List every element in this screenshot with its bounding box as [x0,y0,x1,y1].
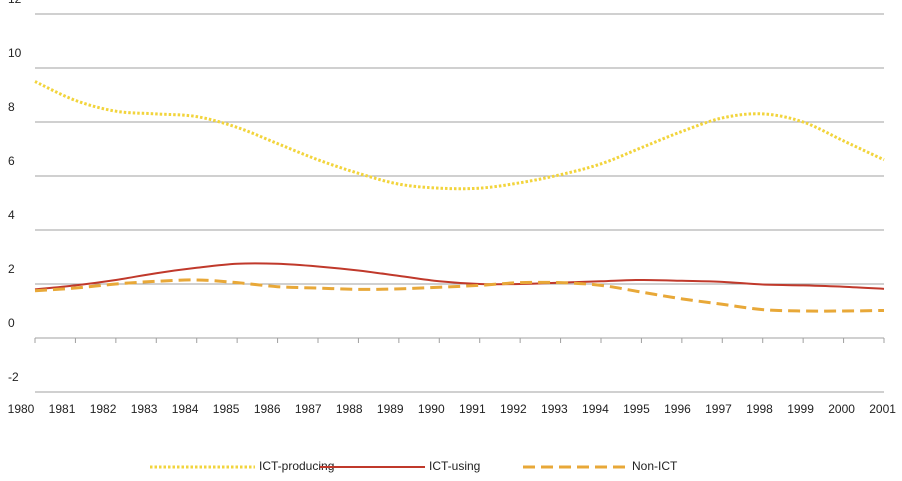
x-tick-label: 1982 [90,402,117,416]
x-tick-label: 1985 [213,402,240,416]
x-tick-label: 1995 [623,402,650,416]
x-tick-label: 1990 [418,402,445,416]
y-tick-label: 6 [8,154,15,168]
x-tick-label: 1988 [336,402,363,416]
x-tick-label: 1986 [254,402,281,416]
x-tick-label: 1996 [664,402,691,416]
x-tick-label: 1999 [787,402,814,416]
legend-label: Non-ICT [632,459,678,473]
x-tick-label: 2001 [869,402,896,416]
x-tick-label: 1984 [172,402,199,416]
x-tick-label: 1992 [500,402,527,416]
series-line [34,278,885,313]
legend-label: ICT-producing [259,459,334,473]
x-tick-label: 1991 [459,402,486,416]
x-tick-label: 1980 [8,402,35,416]
y-tick-label: 12 [8,0,22,6]
series-line [34,80,885,191]
x-tick-label: 1997 [705,402,732,416]
series-line [34,262,885,291]
y-tick-label: 4 [8,208,15,222]
x-tick-label: 2000 [828,402,855,416]
x-tick-label: 1994 [582,402,609,416]
y-tick-label: 10 [8,46,22,60]
y-tick-label: -2 [8,370,19,384]
x-tick-label: 1981 [49,402,76,416]
y-tick-label: 0 [8,316,15,330]
x-tick-label: 1987 [295,402,322,416]
x-tick-label: 1993 [541,402,568,416]
y-tick-label: 2 [8,262,15,276]
x-tick-label: 1998 [746,402,773,416]
x-tick-label: 1989 [377,402,404,416]
y-tick-label: 8 [8,100,15,114]
x-tick-label: 1983 [131,402,158,416]
legend-label: ICT-using [429,459,480,473]
